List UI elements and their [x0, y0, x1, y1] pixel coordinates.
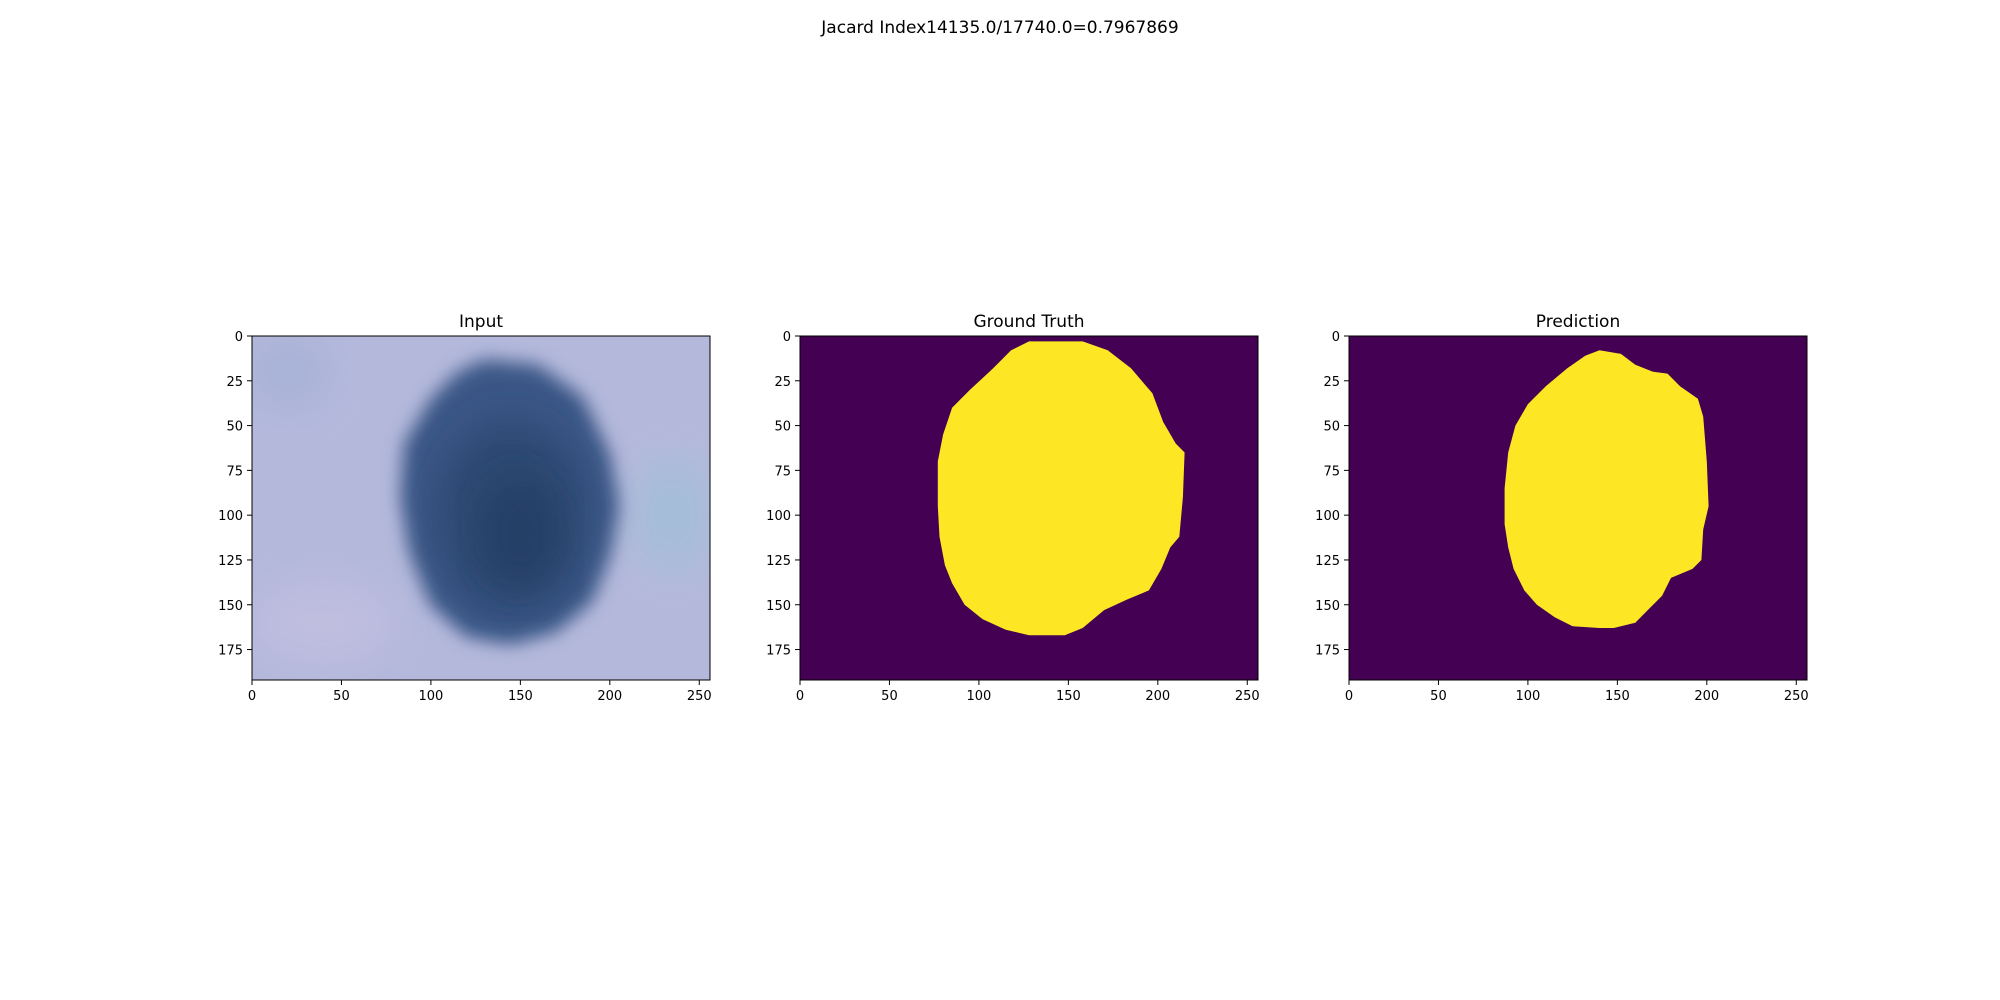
x-tick-label: 50	[333, 689, 350, 704]
skin-patch	[252, 336, 333, 412]
axes-frame	[1348, 335, 1808, 681]
input-image	[252, 336, 710, 680]
lesion-center	[480, 478, 561, 589]
x-tick-label: 100	[1515, 689, 1540, 704]
y-tick-label: 150	[766, 599, 791, 614]
y-tick-label: 125	[766, 554, 791, 569]
x-tick-label: 200	[597, 689, 622, 704]
y-tick-label: 50	[1323, 420, 1340, 435]
y-tick-label: 0	[235, 330, 243, 345]
panel-title: Prediction	[1536, 312, 1620, 332]
x-tick-label: 50	[881, 689, 898, 704]
y-tick-label: 75	[226, 464, 243, 479]
x-tick-label: 150	[1605, 689, 1630, 704]
panel-title: Ground Truth	[973, 312, 1084, 332]
mask-foreground	[937, 341, 1185, 636]
x-tick-label: 100	[966, 689, 991, 704]
x-tick-label: 100	[418, 689, 443, 704]
y-tick-label: 175	[1315, 644, 1340, 659]
y-tick-label: 150	[218, 599, 243, 614]
y-tick-label: 25	[1323, 375, 1340, 390]
x-tick-label: 150	[508, 689, 533, 704]
x-tick-label: 250	[1235, 689, 1260, 704]
x-tick-label: 50	[1430, 689, 1447, 704]
skin-patch	[632, 460, 710, 571]
y-tick-label: 75	[774, 464, 791, 479]
skin-patch	[253, 582, 394, 663]
y-tick-label: 0	[783, 330, 791, 345]
y-tick-label: 25	[774, 375, 791, 390]
figure-suptitle: Jacard Index14135.0/17740.0=0.7967869	[820, 18, 1178, 38]
x-tick-label: 200	[1145, 689, 1170, 704]
x-tick-label: 0	[796, 689, 804, 704]
prediction-panel: Prediction 0 50 100 150 200 250 0 25 50 75 100 125 15…	[1315, 312, 1809, 704]
y-tick-label: 75	[1323, 464, 1340, 479]
y-tick-label: 175	[766, 644, 791, 659]
y-tick-label: 125	[1315, 554, 1340, 569]
y-tick-label: 100	[766, 509, 791, 524]
y-tick-label: 175	[218, 644, 243, 659]
x-tick-label: 150	[1056, 689, 1081, 704]
input-panel: Input 0 50 100 150 200 250 0 25 50 75 100 125 150 175	[218, 312, 712, 704]
y-tick-label: 100	[218, 509, 243, 524]
x-tick-label: 200	[1694, 689, 1719, 704]
y-tick-label: 50	[774, 420, 791, 435]
mask-foreground	[1504, 350, 1709, 628]
panel-title: Input	[459, 312, 503, 332]
axes-frame	[251, 335, 711, 681]
y-tick-label: 25	[226, 375, 243, 390]
y-tick-label: 150	[1315, 599, 1340, 614]
y-tick-label: 0	[1332, 330, 1340, 345]
x-tick-label: 250	[687, 689, 712, 704]
ground-truth-panel: Ground Truth 0 50 100 150 200 250 0 25 50 75 100 125…	[766, 312, 1260, 704]
x-tick-label: 250	[1784, 689, 1809, 704]
x-tick-label: 0	[248, 689, 256, 704]
axes-frame	[799, 335, 1259, 681]
y-tick-label: 50	[226, 420, 243, 435]
y-tick-label: 125	[218, 554, 243, 569]
y-tick-label: 100	[1315, 509, 1340, 524]
x-tick-label: 0	[1345, 689, 1353, 704]
